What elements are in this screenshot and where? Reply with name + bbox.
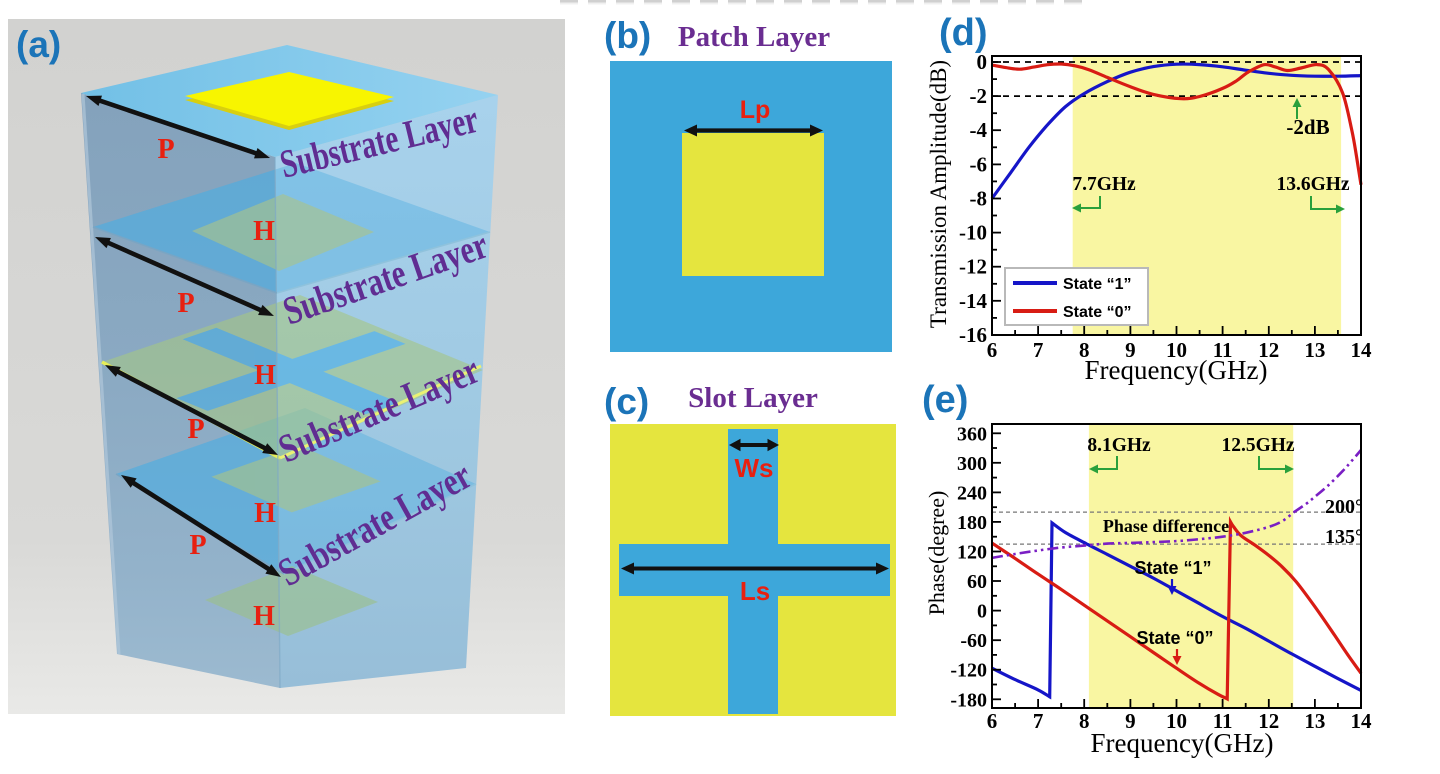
- svg-text:9: 9: [1125, 338, 1136, 362]
- svg-text:360: 360: [957, 423, 987, 445]
- svg-text:120: 120: [957, 541, 987, 563]
- svg-text:P: P: [189, 530, 206, 561]
- svg-text:12: 12: [1258, 709, 1279, 733]
- svg-text:-8: -8: [970, 186, 988, 210]
- svg-text:Phase(degree): Phase(degree): [924, 491, 949, 616]
- svg-text:State “0”: State “0”: [1063, 304, 1131, 321]
- svg-text:6: 6: [987, 338, 998, 362]
- svg-text:12.5GHz: 12.5GHz: [1221, 435, 1294, 456]
- svg-text:300: 300: [957, 453, 987, 475]
- svg-text:14: 14: [1351, 338, 1373, 362]
- svg-text:-14: -14: [959, 289, 987, 313]
- svg-text:0: 0: [977, 50, 988, 74]
- svg-text:-16: -16: [959, 323, 987, 347]
- svg-text:(b): (b): [604, 15, 651, 56]
- svg-text:Slot Layer: Slot Layer: [688, 382, 818, 414]
- svg-text:60: 60: [967, 571, 987, 593]
- svg-text:0: 0: [977, 601, 987, 623]
- svg-text:P: P: [177, 288, 194, 319]
- svg-text:-180: -180: [950, 689, 987, 711]
- svg-text:11: 11: [1213, 338, 1233, 362]
- svg-text:Ws: Ws: [735, 453, 774, 483]
- svg-text:7: 7: [1033, 338, 1044, 362]
- svg-text:10: 10: [1166, 338, 1187, 362]
- svg-text:(d): (d): [939, 12, 988, 54]
- svg-text:10: 10: [1166, 709, 1187, 733]
- svg-text:13: 13: [1304, 338, 1325, 362]
- svg-text:State “0”: State “0”: [1136, 628, 1213, 648]
- svg-text:7: 7: [1033, 709, 1044, 733]
- svg-text:-6: -6: [970, 152, 988, 176]
- svg-text:(e): (e): [922, 379, 968, 421]
- svg-text:Frequency(GHz): Frequency(GHz): [1085, 355, 1268, 385]
- svg-text:135°: 135°: [1325, 526, 1363, 548]
- svg-text:-60: -60: [960, 630, 987, 652]
- svg-text:-12: -12: [959, 255, 987, 279]
- svg-text:State “1”: State “1”: [1063, 276, 1131, 293]
- svg-text:8.1GHz: 8.1GHz: [1087, 435, 1151, 456]
- svg-text:8: 8: [1079, 338, 1090, 362]
- svg-text:Phase difference: Phase difference: [1103, 516, 1229, 536]
- svg-text:6: 6: [987, 709, 998, 733]
- svg-text:Lp: Lp: [740, 96, 771, 124]
- svg-text:Frequency(GHz): Frequency(GHz): [1091, 728, 1274, 758]
- svg-text:180: 180: [957, 512, 987, 534]
- svg-text:-4: -4: [970, 118, 988, 142]
- svg-text:13: 13: [1304, 709, 1325, 733]
- svg-text:14: 14: [1351, 709, 1373, 733]
- svg-text:P: P: [187, 414, 204, 445]
- svg-text:State “1”: State “1”: [1134, 558, 1211, 578]
- svg-text:240: 240: [957, 482, 987, 504]
- svg-text:-2: -2: [970, 84, 988, 108]
- svg-text:H: H: [254, 498, 276, 529]
- svg-text:-120: -120: [950, 660, 987, 682]
- svg-text:Patch Layer: Patch Layer: [678, 21, 830, 53]
- svg-text:H: H: [254, 360, 276, 391]
- svg-text:-10: -10: [959, 221, 987, 245]
- svg-text:(a): (a): [16, 24, 61, 65]
- svg-text:13.6GHz: 13.6GHz: [1276, 174, 1349, 195]
- svg-text:H: H: [253, 216, 275, 247]
- svg-text:9: 9: [1125, 709, 1136, 733]
- svg-text:200°: 200°: [1325, 496, 1363, 518]
- svg-text:H: H: [253, 601, 275, 632]
- svg-text:Ls: Ls: [740, 576, 770, 606]
- svg-text:11: 11: [1213, 709, 1233, 733]
- svg-text:8: 8: [1079, 709, 1090, 733]
- svg-text:(c): (c): [604, 381, 649, 422]
- svg-text:-2dB: -2dB: [1286, 115, 1329, 139]
- svg-text:7.7GHz: 7.7GHz: [1072, 174, 1136, 195]
- svg-text:Transmission Amplitude(dB): Transmission Amplitude(dB): [926, 60, 951, 328]
- svg-text:12: 12: [1258, 338, 1279, 362]
- svg-text:P: P: [157, 134, 174, 165]
